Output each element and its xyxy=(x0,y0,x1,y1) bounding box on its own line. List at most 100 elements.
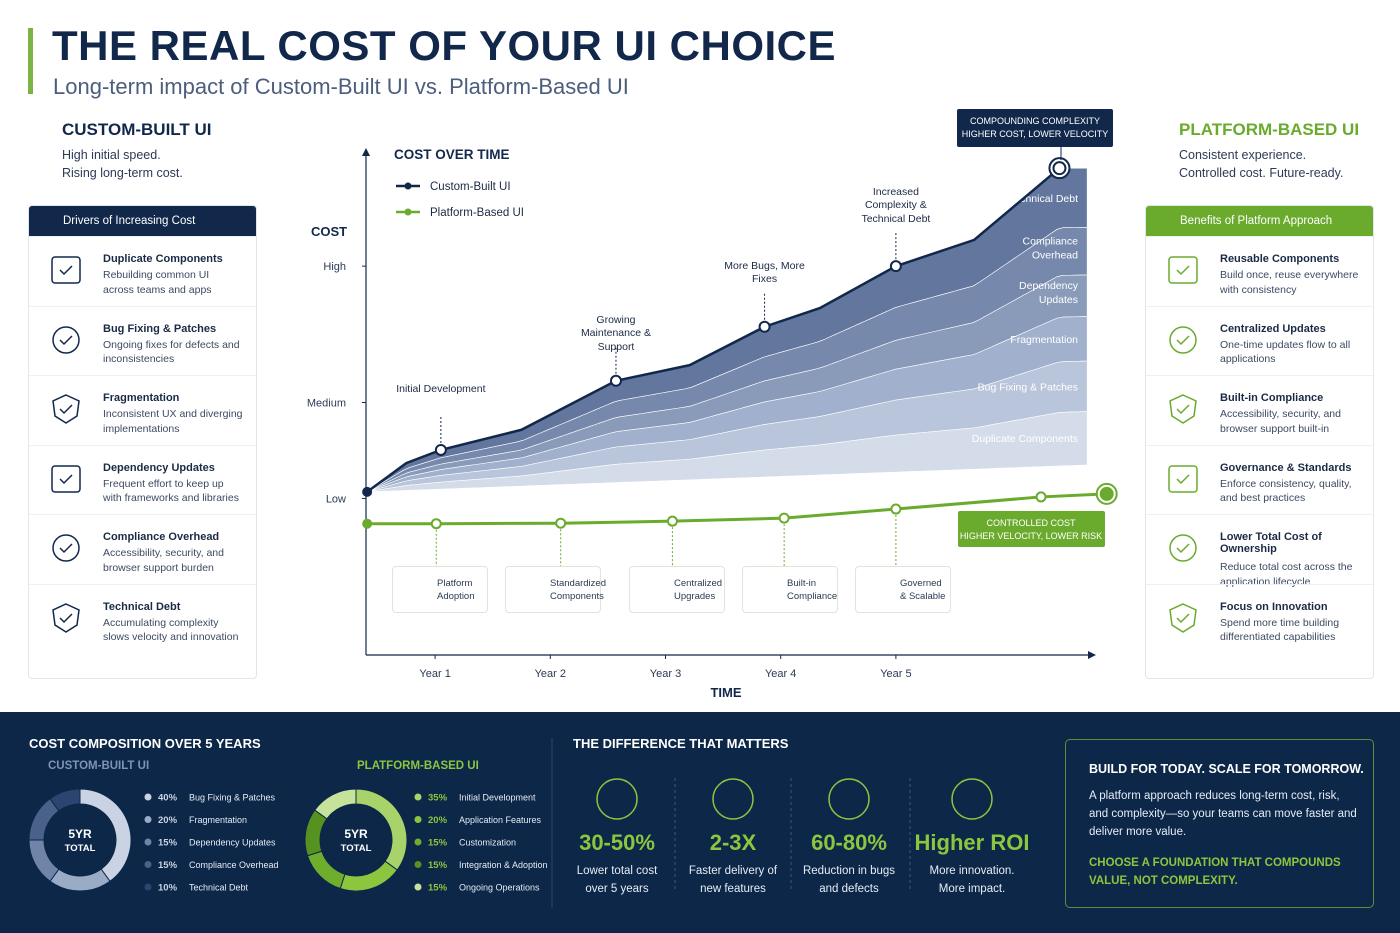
icon-detail xyxy=(59,334,73,345)
point xyxy=(666,515,678,527)
stat-desc: Faster delivery of new features xyxy=(675,862,791,898)
icon-shape xyxy=(1169,394,1197,424)
point xyxy=(434,443,447,456)
stat-icon xyxy=(596,778,638,820)
point xyxy=(758,320,771,333)
icon xyxy=(52,325,80,354)
list-item: Lower Total Cost of Ownership Reduce tota… xyxy=(1146,514,1373,588)
side-line: Controlled cost. Future-ready. xyxy=(1179,166,1344,180)
legend-label: Customization xyxy=(459,838,516,848)
stat-desc: More innovation. More impact. xyxy=(914,862,1030,898)
stat-desc-line: Reduction in bugs xyxy=(802,865,896,877)
subtitle: Long-term impact of Custom-Built UI vs. … xyxy=(53,74,629,99)
pie-center: TOTAL xyxy=(341,843,372,854)
legend-label: Technical Debt xyxy=(189,883,249,893)
cta-text: A platform approach reduces long-term co… xyxy=(1089,790,1357,838)
stat-value: Higher ROI xyxy=(914,830,1030,855)
badge-label: Platform Adoption xyxy=(437,578,475,602)
list-item: Bug Fixing & Patches Ongoing fixes for de… xyxy=(29,305,256,376)
icon-detail xyxy=(59,612,73,623)
legend-dot xyxy=(144,861,152,868)
annotation: Increased Complexity & Technical Debt xyxy=(861,185,931,225)
layer-label: Compliance Overhead xyxy=(1023,235,1079,261)
side-line: Consistent experience. xyxy=(1179,148,1307,162)
stat-desc: Lower total cost over 5 years xyxy=(559,862,675,898)
icon-shape xyxy=(51,464,81,493)
legend-label: Dependency Updates xyxy=(189,838,276,848)
point xyxy=(430,518,442,530)
point xyxy=(890,503,902,515)
layer-label: Bug Fixing & Patches xyxy=(978,381,1078,393)
icon-shape xyxy=(52,325,80,354)
x-tick-label: Year 5 xyxy=(880,668,911,680)
icon-shape xyxy=(1168,464,1198,493)
pie-title: CUSTOM-BUILT UI xyxy=(48,760,150,772)
item-desc: Accessibility, security, and browser sup… xyxy=(103,547,224,574)
stat-icon xyxy=(828,778,870,820)
icon xyxy=(1169,325,1197,354)
callout-text: HIGHER VELOCITY, LOWER RISK xyxy=(960,531,1102,541)
layer-label: Fragmentation xyxy=(1010,334,1078,346)
y-tick-label: Medium xyxy=(307,398,346,410)
item-title: Duplicate Components xyxy=(103,253,223,265)
point xyxy=(1052,161,1067,176)
legend-label: Integration & Adoption xyxy=(459,860,548,870)
y-axis-arrow xyxy=(362,148,370,156)
x-tick-label: Year 3 xyxy=(650,668,681,680)
x-tick-label: Year 2 xyxy=(535,668,566,680)
point xyxy=(778,512,790,524)
legend-label: Application Features xyxy=(459,815,542,825)
side-line: High initial speed. xyxy=(62,148,161,162)
legend-dot xyxy=(144,883,152,891)
x-axis-label: TIME xyxy=(710,685,741,700)
legend-dot xyxy=(144,816,152,823)
icon xyxy=(51,464,81,493)
item-desc: Inconsistent UX and diverging implementa… xyxy=(103,408,243,435)
list-item: Centralized Updates One-time updates flow… xyxy=(1146,305,1373,376)
icon xyxy=(1169,394,1197,424)
stat: 2-3X Faster delivery of new features xyxy=(675,830,791,898)
pie-value-label: 15% xyxy=(428,838,448,849)
pie-value-label: 15% xyxy=(428,883,448,894)
badge-label: Standardized Components xyxy=(550,578,606,602)
legend-label: Bug Fixing & Patches xyxy=(189,793,276,803)
callout-text: CONTROLLED COST xyxy=(986,518,1076,528)
icon-detail xyxy=(59,473,73,484)
pie-value-label: 20% xyxy=(158,815,178,826)
pie-slice xyxy=(28,839,60,882)
legend-label: Custom-Built UI xyxy=(430,181,511,193)
point xyxy=(362,486,373,497)
point xyxy=(1035,491,1047,503)
item-title: Centralized Updates xyxy=(1220,322,1326,335)
icon-shape xyxy=(52,602,80,633)
stat-desc-line: and defects xyxy=(819,883,879,895)
item-desc: Frequent effort to keep up with framewor… xyxy=(103,477,239,505)
legend-dot xyxy=(414,838,422,846)
badge: Platform Adoption xyxy=(392,566,488,613)
bottom-graphics: 40% Bug Fixing & Patches 20% Fragmentation 1… xyxy=(28,738,993,908)
item-desc: Reduce total cost across the application… xyxy=(1220,561,1353,588)
icon xyxy=(1169,534,1197,562)
list-item: Fragmentation Inconsistent UX and divergi… xyxy=(29,375,256,445)
stat-value: 60-80% xyxy=(811,830,887,855)
layer-label: Duplicate Components xyxy=(972,433,1078,445)
item-title: Technical Debt xyxy=(103,600,181,613)
badge-label: Governed & Scalable xyxy=(900,578,946,602)
item-title: Fragmentation xyxy=(103,392,180,404)
pie-center: 5YR xyxy=(68,827,92,841)
bottom-section: 40% Bug Fixing & Patches 20% Fragmentation 1… xyxy=(0,712,1400,933)
legend-dot xyxy=(414,883,422,891)
item-title: Dependency Updates xyxy=(103,461,215,474)
x-tick-label: Year 4 xyxy=(765,668,796,680)
list-item: Reusable Components Build once, reuse eve… xyxy=(1146,236,1373,306)
icon-shape xyxy=(1168,256,1198,284)
list-item: Dependency Updates Frequent effort to kee… xyxy=(29,444,256,515)
stat-icon xyxy=(951,778,993,820)
callout-text: COMPOUNDING COMPLEXITY xyxy=(970,116,1100,126)
icon xyxy=(51,256,81,284)
x-axis-arrow xyxy=(1088,651,1096,659)
pie-value-label: 35% xyxy=(428,793,448,804)
y-tick-label: Low xyxy=(326,493,346,505)
pie-slice xyxy=(49,868,111,892)
badge: Built-in Compliance xyxy=(742,566,838,613)
